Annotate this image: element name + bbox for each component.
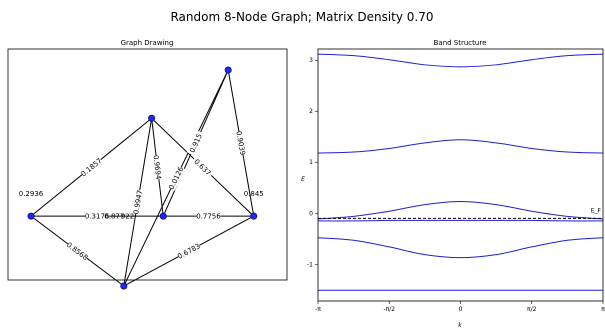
x-tick-label: -π/2 (383, 306, 395, 313)
edge-label-bg (234, 130, 248, 156)
x-tick-label: 0 (459, 306, 463, 313)
graph-panel: Graph Drawing 0.1857 0.9947 0.9694 0.637 0.0… (7, 39, 288, 290)
graph-title: Graph Drawing (121, 39, 174, 47)
edge-label: 0.877 (104, 213, 124, 221)
y-tick-label: 2 (309, 108, 313, 115)
edge-label: 0.9694 (152, 155, 163, 181)
y-tick-label: 0 (309, 210, 313, 217)
band-ylabel: E (301, 176, 305, 183)
y-tick-label: -1 (307, 261, 313, 268)
band-curves (317, 53, 604, 291)
edge-label: 0.637 (192, 158, 212, 178)
figure-suptitle: Random 8-Node Graph; Matrix Density 0.70 (170, 10, 433, 24)
graph-node-c (159, 212, 167, 220)
y-tick-label: 1 (309, 159, 313, 166)
edge-label-bg (176, 241, 202, 261)
graph-node-e (148, 114, 156, 122)
edge-label: 0.9947 (132, 189, 144, 214)
band-2 (317, 139, 604, 154)
x-tick-label: π (601, 306, 605, 313)
y-tick-label: 3 (309, 57, 313, 64)
band-xlabel: k (458, 322, 462, 329)
band-5 (317, 237, 604, 259)
band-frame (317, 48, 604, 302)
fermi-level-label: E_F (591, 207, 602, 214)
graph-node-b (120, 282, 128, 290)
edge-label: 0.1857 (80, 157, 104, 179)
band-4 (317, 219, 604, 222)
x-tick-label: -π (315, 306, 321, 313)
band-1 (317, 53, 604, 68)
graph-node-f (250, 212, 258, 220)
edge-label: 922 (121, 213, 134, 221)
band-title: Band Structure (434, 39, 487, 47)
edge-label: 0.8568 (65, 241, 89, 262)
node-label: 0.845 (244, 190, 264, 198)
edge-label: 0.7756 (196, 213, 221, 221)
edge-label: 0.0126 (168, 165, 186, 191)
graph-nodes (27, 66, 258, 290)
edge-label-bg (79, 156, 104, 179)
edge-label: 0.3176 (85, 213, 110, 221)
band-panel: Band Structure -π -π/2 0 π/2 π -1 0 1 2 3 E_F k E (301, 39, 605, 329)
graph-node-a (27, 212, 35, 220)
band-ticks: -π -π/2 0 π/2 π -1 0 1 2 3 (307, 57, 605, 313)
edge-label: 0.9039 (234, 130, 246, 156)
edge-label: 0.6783 (176, 242, 201, 261)
graph-edges (30, 69, 255, 287)
edge-label-bg (196, 211, 221, 221)
graph-node-d (224, 66, 232, 74)
edge-label-bg (85, 211, 110, 221)
edge-label: 0.915 (188, 132, 203, 154)
edge-label-bg (186, 130, 205, 156)
edge-label-bg (190, 155, 215, 179)
edge-label-bg (166, 165, 186, 191)
edge-label-bg (131, 189, 145, 215)
graph-node-labels: 0.2936 0.845 (19, 190, 264, 198)
band-3 (317, 201, 604, 220)
x-tick-label: π/2 (527, 306, 537, 313)
graph-frame (7, 48, 288, 281)
edge-label-bg (65, 240, 90, 262)
node-label: 0.2936 (19, 190, 44, 198)
edge-label-bg (151, 154, 164, 180)
